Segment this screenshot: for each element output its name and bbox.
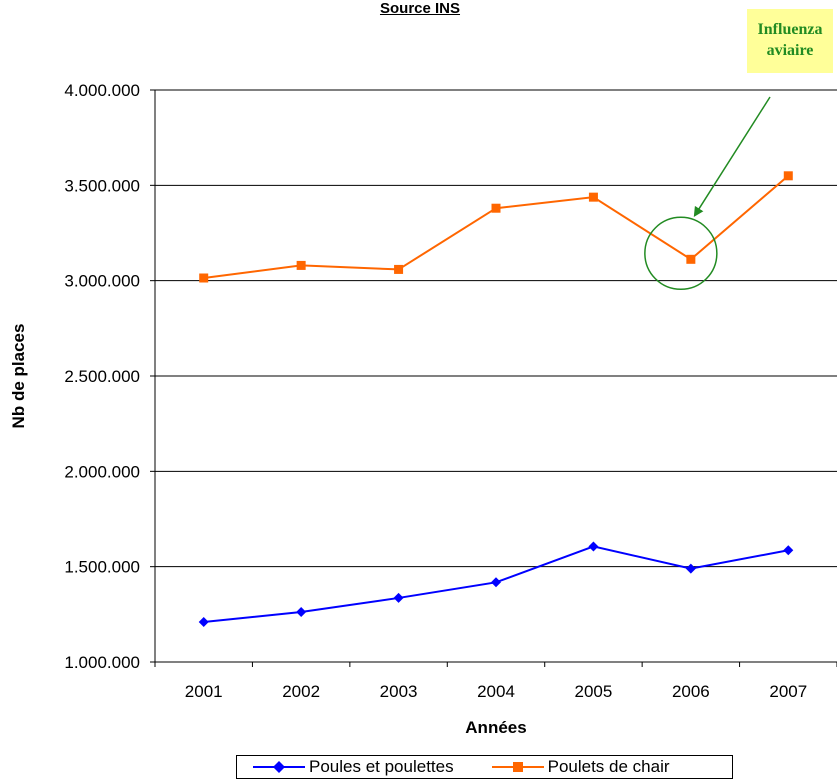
series-line-poulets [203, 175, 789, 279]
annotation-circle [644, 216, 718, 291]
annotation-line-2: aviaire [766, 42, 814, 59]
legend-swatch-poulets [491, 762, 544, 772]
x-axis-title: Années [465, 718, 526, 737]
data-point-poulets [394, 264, 404, 274]
x-tick-label: 2003 [380, 682, 418, 701]
y-tick-label: 2.000.000 [64, 462, 140, 481]
data-point-poulets [199, 273, 209, 283]
data-point-poulets [296, 260, 306, 270]
chart-legend: Poules et poulettes Poulets de chair [236, 755, 733, 779]
legend-item-poules: Poules et poulettes [253, 757, 454, 777]
y-axis-title: Nb de places [9, 324, 28, 429]
line-chart: 1.000.000 1.500.000 2.000.000 2.500.000 3.00… [9, 81, 837, 737]
data-point-poulets [588, 192, 598, 202]
y-tick-label: 3.500.000 [64, 176, 140, 195]
data-point-poulets [491, 203, 501, 213]
y-tick-label: 1.500.000 [64, 558, 140, 577]
data-point-poulets [686, 254, 696, 264]
x-tick-label: 2004 [477, 682, 515, 701]
data-point-poules [588, 541, 599, 552]
data-point-poules [198, 616, 209, 627]
annotation-line-1: Influenza [757, 21, 823, 38]
y-tick-label: 2.500.000 [64, 367, 140, 386]
x-tick-label: 2006 [672, 682, 710, 701]
chart-subtitle: Source INS [379, 0, 461, 17]
data-point-poules [296, 607, 307, 618]
annotation-box: Influenza aviaire [747, 9, 833, 73]
x-tick-label: 2005 [575, 682, 613, 701]
y-tick-label: 1.000.000 [64, 653, 140, 672]
data-point-poulets [783, 171, 793, 181]
y-tick-label: 4.000.000 [64, 81, 140, 100]
legend-label-poulets: Poulets de chair [547, 757, 670, 776]
data-point-poules [783, 545, 794, 556]
annotation-arrow [693, 96, 771, 218]
x-tick-label: 2001 [185, 682, 223, 701]
legend-swatch-poules [253, 761, 305, 773]
data-point-poules [491, 577, 501, 588]
x-tick-label: 2002 [282, 682, 320, 701]
legend-label-poules: Poules et poulettes [309, 757, 454, 776]
data-point-poules [393, 592, 404, 603]
y-tick-label: 3.000.000 [64, 272, 140, 291]
legend-item-poulets: Poulets de chair [491, 757, 670, 777]
data-point-poules [685, 563, 696, 574]
x-tick-label: 2007 [769, 682, 807, 701]
